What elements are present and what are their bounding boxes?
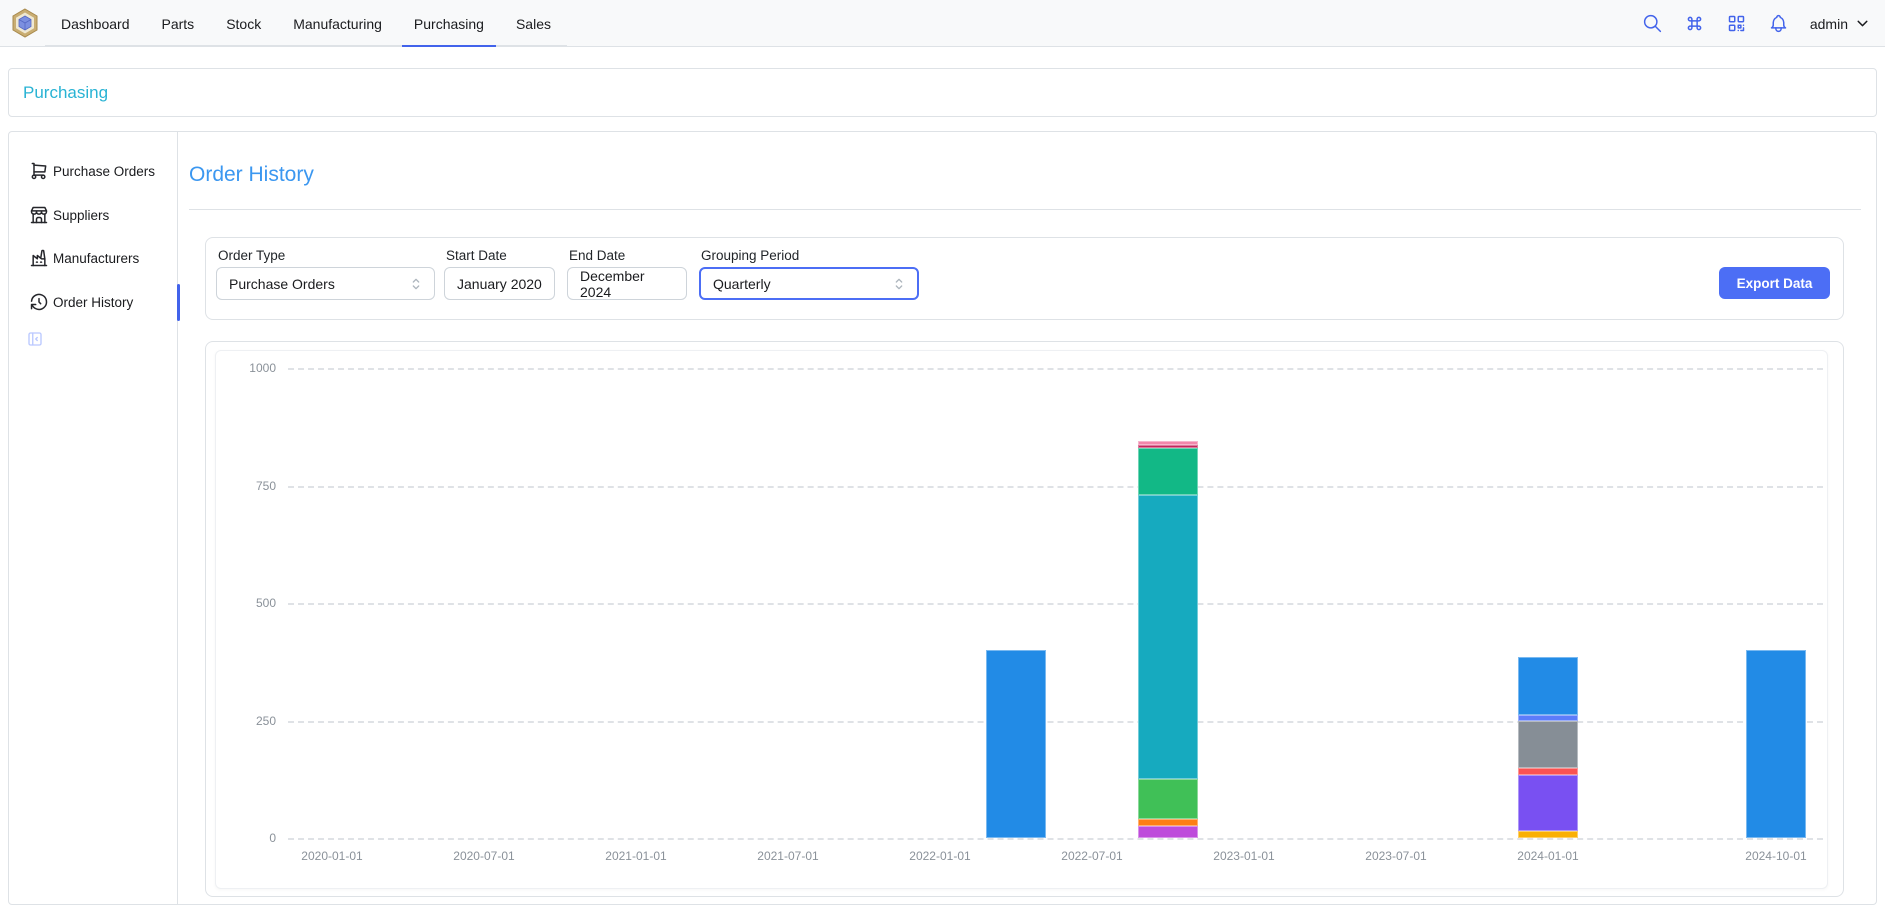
sidebar-label: Suppliers xyxy=(53,207,110,223)
building-store-icon xyxy=(30,206,48,224)
x-tick-label: 2023-07-01 xyxy=(1365,849,1427,863)
x-tick-label: 2021-01-01 xyxy=(605,849,667,863)
main-panel: Purchase Orders Suppliers Manufacturers xyxy=(8,131,1877,905)
building-factory-icon xyxy=(30,249,48,267)
x-tick-label: 2024-01-01 xyxy=(1517,849,1579,863)
bar-segment xyxy=(1137,779,1198,820)
filter-card: Order Type Purchase Orders Start Date Ja… xyxy=(205,237,1844,320)
user-menu[interactable]: admin xyxy=(1810,15,1871,32)
selector-icon xyxy=(412,278,420,289)
bar-segment xyxy=(1517,830,1578,838)
y-tick-label: 250 xyxy=(255,713,276,728)
breadcrumb-purchasing-link[interactable]: Purchasing xyxy=(23,82,109,102)
title-divider xyxy=(189,209,1861,210)
user-name: admin xyxy=(1809,15,1848,32)
grouping-period-label: Grouping Period xyxy=(701,248,800,263)
start-date-label: Start Date xyxy=(446,248,507,263)
y-gridline xyxy=(288,603,1823,605)
bar-segment xyxy=(1137,494,1198,780)
y-gridline xyxy=(288,838,1823,840)
bar-segment xyxy=(985,650,1046,838)
navbar-actions: admin xyxy=(1642,0,1871,47)
sidebar-item-order-history[interactable]: Order History xyxy=(9,283,180,321)
order-type-select[interactable]: Purchase Orders xyxy=(216,267,435,300)
main-nav-tabs: Dashboard Parts Stock Manufacturing Purc… xyxy=(45,0,567,47)
bar-segment xyxy=(1517,774,1578,831)
end-date-value: December 2024 xyxy=(580,267,645,300)
search-icon[interactable] xyxy=(1642,13,1663,34)
selector-icon xyxy=(895,278,903,289)
x-tick-label: 2022-07-01 xyxy=(1061,849,1123,863)
tab-purchasing[interactable]: Purchasing xyxy=(398,0,500,47)
end-date-label: End Date xyxy=(569,248,626,263)
app-logo-icon[interactable] xyxy=(10,8,40,38)
sidebar-item-manufacturers[interactable]: Manufacturers xyxy=(9,242,178,274)
bar-segment xyxy=(1137,441,1198,446)
bar-segment xyxy=(1745,650,1806,838)
x-tick-label: 2021-07-01 xyxy=(757,849,819,863)
x-tick-label: 2022-01-01 xyxy=(909,849,971,863)
x-tick-label: 2024-10-01 xyxy=(1745,849,1807,863)
sidebar-active-indicator xyxy=(177,283,180,321)
start-date-input[interactable]: January 2020 xyxy=(444,267,555,300)
sidebar-collapse-icon[interactable] xyxy=(26,330,44,348)
history-icon xyxy=(30,293,48,311)
bar-segment xyxy=(1517,721,1578,769)
tab-dashboard[interactable]: Dashboard xyxy=(61,15,130,32)
chart-container: 0 250 500 750 1000 2020-01-01 2020-07-01 2021-0… xyxy=(215,350,1828,889)
end-date-input[interactable]: December 2024 xyxy=(567,267,687,300)
chevron-down-icon xyxy=(1857,20,1868,27)
y-tick-label: 750 xyxy=(255,478,276,493)
y-tick-label: 1000 xyxy=(249,361,276,375)
tab-parts[interactable]: Parts xyxy=(161,15,195,32)
y-tick-label: 500 xyxy=(255,596,276,610)
y-gridline xyxy=(288,368,1823,370)
tab-manufacturing[interactable]: Manufacturing xyxy=(293,15,382,32)
x-tick-label: 2023-01-01 xyxy=(1213,849,1275,863)
chart-card: 0 250 500 750 1000 2020-01-01 2020-07-01 2021-0… xyxy=(205,341,1844,897)
bar-segment xyxy=(1137,826,1198,838)
bar-segment xyxy=(1517,768,1578,775)
y-gridline xyxy=(288,720,1823,723)
grouping-period-select[interactable]: Quarterly xyxy=(699,267,919,300)
start-date-value: January 2020 xyxy=(457,275,542,292)
breadcrumb: Purchasing xyxy=(8,68,1877,117)
order-type-label: Order Type xyxy=(218,248,286,263)
x-tick-label: 2020-01-01 xyxy=(301,849,363,863)
sidebar: Purchase Orders Suppliers Manufacturers xyxy=(9,132,180,904)
bar-segment xyxy=(1137,819,1198,827)
chart-plot: 0 250 500 750 1000 2020-01-01 2020-07-01 2021-0… xyxy=(216,351,1829,890)
command-palette-icon[interactable] xyxy=(1684,13,1705,34)
bar-segment xyxy=(1517,656,1578,716)
y-tick-label: 0 xyxy=(269,831,276,845)
top-navbar: Dashboard Parts Stock Manufacturing Purc… xyxy=(0,0,1885,47)
export-data-button[interactable]: Export Data xyxy=(1719,267,1830,299)
bar-segment xyxy=(1137,445,1198,448)
bar-segment xyxy=(1137,447,1198,495)
y-gridline xyxy=(288,485,1823,488)
sidebar-item-suppliers[interactable]: Suppliers xyxy=(9,199,178,231)
sidebar-item-purchase-orders[interactable]: Purchase Orders xyxy=(9,155,178,187)
sidebar-label: Manufacturers xyxy=(53,250,140,266)
tab-stock[interactable]: Stock xyxy=(226,15,262,32)
grouping-period-value: Quarterly xyxy=(713,275,771,292)
bell-icon[interactable] xyxy=(1768,13,1789,34)
barcode-scan-icon[interactable] xyxy=(1726,13,1747,34)
sidebar-label: Order History xyxy=(53,294,134,310)
order-type-value: Purchase Orders xyxy=(229,275,335,292)
sidebar-label: Purchase Orders xyxy=(53,163,156,179)
page-title: Order History xyxy=(189,163,314,186)
shopping-cart-icon xyxy=(31,162,47,180)
bar-segment xyxy=(1517,715,1578,722)
x-tick-label: 2020-07-01 xyxy=(453,849,515,863)
tab-sales[interactable]: Sales xyxy=(515,15,551,32)
